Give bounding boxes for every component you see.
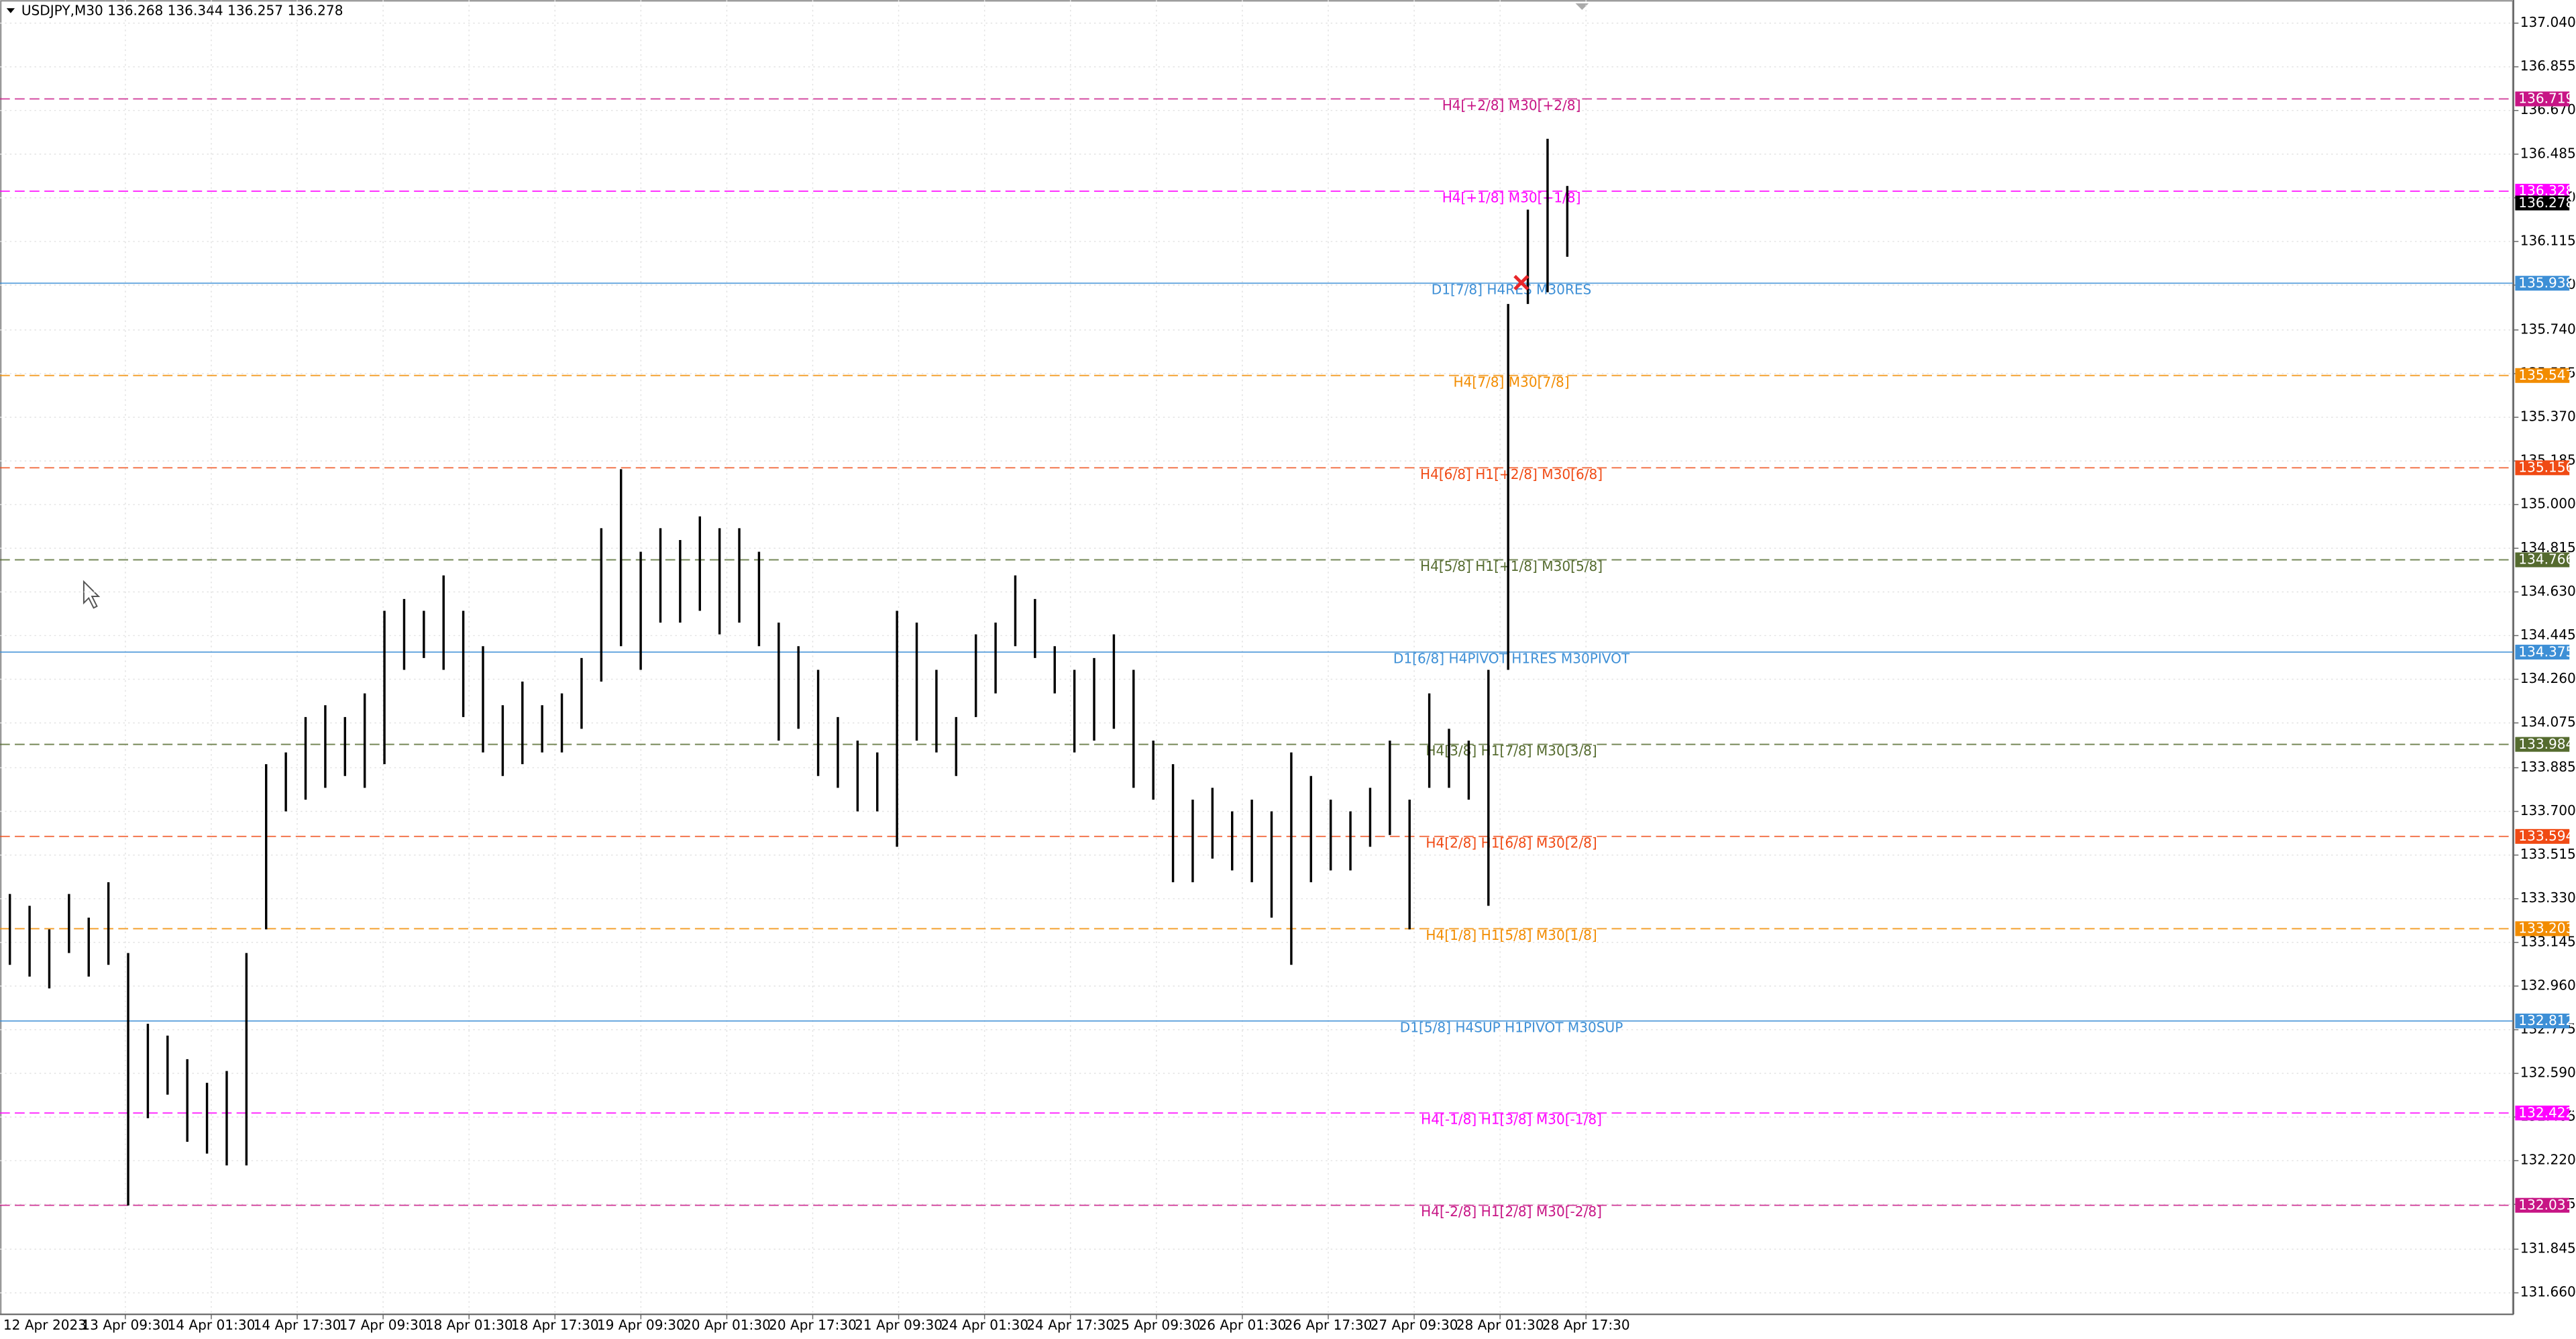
y-tick-label: 134.630	[2520, 583, 2576, 599]
y-tick-label: 134.075	[2520, 714, 2576, 730]
price-tag	[2515, 460, 2570, 476]
level-label: H4[6/8] H1[+2/8] M30[6/8]	[1420, 466, 1603, 482]
price-tag-label: 134.375	[2518, 643, 2574, 659]
level-label: H4[+2/8] M30[+2/8]	[1442, 97, 1581, 113]
x-tick-label: 26 Apr 17:30	[1285, 1317, 1373, 1333]
x-tick-label: 20 Apr 01:30	[683, 1317, 771, 1333]
x-tick-label: 18 Apr 17:30	[511, 1317, 599, 1333]
level-label: H4[2/8] H1[6/8] M30[2/8]	[1426, 835, 1597, 851]
x-tick-label: 21 Apr 09:30	[855, 1317, 943, 1333]
x-tick-label: 17 Apr 09:30	[339, 1317, 427, 1333]
price-tag-label: 133.984	[2518, 736, 2574, 752]
x-tick-label: 24 Apr 01:30	[941, 1317, 1028, 1333]
price-tag	[2515, 552, 2570, 568]
trade-marker	[1513, 274, 1529, 290]
y-tick-label: 136.855	[2520, 58, 2576, 74]
price-bars	[8, 138, 1569, 1206]
y-tick-label: 131.660	[2520, 1284, 2576, 1300]
x-tick-label: 27 Apr 09:30	[1371, 1317, 1458, 1333]
y-tick-label: 135.370	[2520, 409, 2576, 425]
mouse-cursor	[83, 580, 101, 609]
x-tick-label: 14 Apr 17:30	[254, 1317, 341, 1333]
x-tick-label: 24 Apr 17:30	[1026, 1317, 1114, 1333]
x-tick-label: 20 Apr 17:30	[769, 1317, 857, 1333]
y-tick-label: 133.885	[2520, 759, 2576, 775]
y-tick-label: 134.260	[2520, 670, 2576, 686]
price-tag-label: 136.719	[2518, 91, 2574, 107]
level-label: H4[5/8] H1[+1/8] M30[5/8]	[1420, 558, 1603, 574]
x-tick-label: 26 Apr 01:30	[1198, 1317, 1286, 1333]
shift-marker[interactable]	[1575, 3, 1589, 10]
x-tick-label: 18 Apr 01:30	[425, 1317, 513, 1333]
price-tag	[2515, 276, 2570, 291]
level-label: H4[+1/8] M30[+1/8]	[1442, 190, 1581, 206]
y-tick-label: 132.960	[2520, 977, 2576, 993]
x-tick-label: 14 Apr 01:30	[167, 1317, 255, 1333]
price-tag	[2515, 921, 2570, 936]
price-tag-label: 132.031	[2518, 1197, 2574, 1213]
price-tag-label: 132.812	[2518, 1012, 2574, 1028]
y-tick-label: 132.220	[2520, 1152, 2576, 1168]
current-price-label: 136.278	[2518, 195, 2574, 211]
y-tick-label: 132.590	[2520, 1065, 2576, 1081]
price-tag	[2515, 828, 2570, 844]
level-label: D1[6/8] H4PIVOT H1RES M30PIVOT	[1393, 651, 1630, 667]
price-tag-label: 135.938	[2518, 274, 2574, 290]
price-tag	[2515, 737, 2570, 752]
price-tag-label: 133.594	[2518, 828, 2574, 844]
level-label: H4[-2/8] H1[2/8] M30[-2/8]	[1421, 1203, 1602, 1220]
x-tick-label: 19 Apr 09:30	[597, 1317, 685, 1333]
level-label: D1[7/8] H4RES M30RES	[1432, 282, 1592, 298]
x-tick-label: 25 Apr 09:30	[1112, 1317, 1200, 1333]
price-tag-label: 135.156	[2518, 460, 2574, 476]
y-tick-label: 135.740	[2520, 321, 2576, 337]
y-tick-label: 133.330	[2520, 890, 2576, 906]
price-tag	[2515, 645, 2570, 660]
grid	[0, 0, 2514, 1315]
y-tick-label: 133.700	[2520, 802, 2576, 818]
price-tag-label: 132.422	[2518, 1104, 2574, 1120]
y-tick-label: 137.040	[2520, 14, 2576, 30]
price-tag-label: 134.766	[2518, 551, 2574, 568]
price-tag-label: 135.547	[2518, 367, 2574, 383]
price-tag	[2515, 91, 2570, 107]
x-tick-label: 12 Apr 2023	[3, 1317, 87, 1333]
price-tag	[2515, 183, 2570, 199]
level-label: H4[1/8] H1[5/8] M30[1/8]	[1426, 927, 1597, 943]
levels: H4[+2/8] M30[+2/8] H4[+1/8] M30[+1/8] D1[7…	[0, 97, 2514, 1220]
y-tick-label: 133.515	[2520, 846, 2576, 862]
price-tag	[2515, 1197, 2570, 1213]
level-label: D1[5/8] H4SUP H1PIVOT M30SUP	[1400, 1019, 1623, 1035]
y-tick-label: 135.000	[2520, 496, 2576, 512]
y-tick-label: 136.485	[2520, 145, 2576, 161]
level-label: H4[7/8] M30[7/8]	[1454, 374, 1570, 390]
price-tag	[2515, 368, 2570, 383]
level-label: H4[3/8] H1[7/8] M30[3/8]	[1426, 743, 1597, 759]
y-tick-label: 136.115	[2520, 232, 2576, 248]
y-tick-label: 134.445	[2520, 627, 2576, 643]
current-price-tag	[2515, 195, 2570, 211]
price-tag	[2515, 1106, 2570, 1121]
x-tick-label: 28 Apr 17:30	[1542, 1317, 1630, 1333]
level-label: H4[-1/8] H1[3/8] M30[-1/8]	[1421, 1112, 1602, 1128]
y-tick-label: 131.845	[2520, 1240, 2576, 1256]
x-tick-label: 13 Apr 09:30	[81, 1317, 169, 1333]
x-tick-label: 28 Apr 01:30	[1456, 1317, 1544, 1333]
menu-arrow[interactable]	[6, 8, 15, 13]
price-tag	[2515, 1013, 2570, 1028]
chart-title: USDJPY,M30 136.268 136.344 136.257 136.2…	[21, 3, 343, 19]
price-tag-label: 133.203	[2518, 920, 2574, 936]
